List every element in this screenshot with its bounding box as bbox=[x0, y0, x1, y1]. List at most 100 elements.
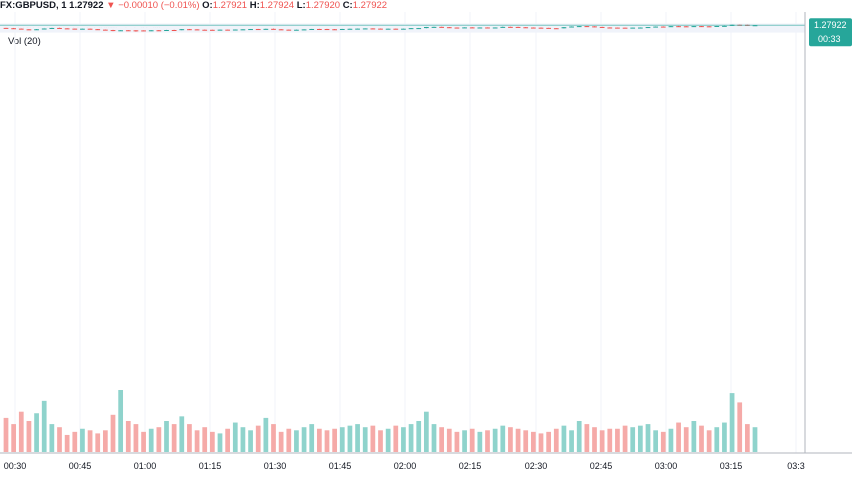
candle-body bbox=[225, 29, 231, 31]
volume-bar bbox=[187, 424, 192, 452]
volume-bar bbox=[607, 428, 613, 452]
candle-body bbox=[255, 29, 261, 31]
close-value: 1.27922 bbox=[352, 0, 388, 11]
volume-bar bbox=[240, 427, 246, 452]
volume-bar bbox=[637, 425, 643, 452]
volume-bar bbox=[102, 430, 108, 452]
candle-body bbox=[553, 28, 559, 30]
volume-bar bbox=[202, 427, 208, 452]
volume-bar bbox=[653, 430, 659, 452]
open-value: 1.27921 bbox=[212, 0, 248, 11]
candle-body bbox=[676, 26, 681, 28]
candle-body bbox=[263, 28, 269, 30]
candle-body bbox=[232, 29, 238, 31]
volume-bar bbox=[530, 431, 536, 452]
candle-body bbox=[26, 29, 32, 31]
volume-bar bbox=[95, 433, 101, 452]
candle-body bbox=[599, 26, 605, 28]
grid-lines bbox=[0, 12, 805, 453]
volume-bar bbox=[691, 421, 697, 452]
volume-bar bbox=[393, 425, 399, 452]
volume-bar bbox=[599, 430, 605, 452]
volume-bar bbox=[676, 422, 681, 452]
candle-body bbox=[11, 28, 17, 30]
volume-bar bbox=[515, 428, 521, 452]
high-label: H: bbox=[249, 0, 260, 11]
candle-body bbox=[278, 29, 284, 31]
volume-bar bbox=[49, 424, 55, 452]
candle-body bbox=[645, 27, 651, 29]
candle-body bbox=[508, 26, 513, 28]
volume-bar bbox=[362, 427, 368, 452]
candle-body bbox=[64, 28, 70, 30]
candle-body bbox=[485, 27, 490, 29]
volume-bar bbox=[225, 428, 231, 452]
symbol-header: FX:GBPUSD, 1 1.27922 ▼ −0.00010 (−0.01%)… bbox=[0, 0, 852, 12]
candle-body bbox=[324, 29, 330, 31]
volume-indicator-label[interactable]: Vol (20) bbox=[8, 36, 41, 47]
volume-bar bbox=[500, 425, 506, 452]
volume-bar bbox=[492, 428, 498, 452]
low-label: L: bbox=[296, 0, 306, 11]
candle-body bbox=[332, 29, 338, 31]
candle-body bbox=[469, 27, 475, 29]
candle-body bbox=[102, 29, 108, 31]
volume-bar bbox=[110, 414, 116, 452]
volume-bar bbox=[462, 430, 467, 452]
candle-body bbox=[446, 27, 452, 29]
candle-body bbox=[561, 27, 567, 29]
volume-bar bbox=[3, 417, 9, 452]
candle-body bbox=[248, 29, 253, 31]
candle-body bbox=[41, 28, 47, 30]
volume-bar bbox=[57, 427, 62, 452]
volume-bars bbox=[3, 390, 758, 452]
candle-body bbox=[370, 28, 376, 30]
candle-body bbox=[271, 28, 276, 30]
candle-body bbox=[87, 28, 93, 30]
candle-body bbox=[18, 28, 24, 30]
candle-body bbox=[500, 26, 506, 28]
time-tick-label: 02:00 bbox=[394, 461, 417, 471]
volume-bar bbox=[446, 428, 452, 452]
volume-bar bbox=[11, 424, 17, 452]
volume-bar bbox=[477, 431, 483, 452]
price-tag-box bbox=[809, 18, 852, 47]
time-tick-label: 01:30 bbox=[264, 461, 287, 471]
volume-bar bbox=[699, 425, 704, 452]
candle-body bbox=[286, 29, 292, 31]
volume-bar bbox=[141, 431, 146, 452]
volume-bar bbox=[72, 431, 78, 452]
high-value: 1.27924 bbox=[259, 0, 295, 11]
candle-body bbox=[156, 30, 162, 32]
candle-body bbox=[401, 28, 406, 30]
volume-bar bbox=[133, 424, 139, 452]
volume-bar bbox=[423, 411, 429, 452]
volume-bar bbox=[592, 427, 597, 452]
volume-bar bbox=[645, 424, 651, 452]
volume-bar bbox=[722, 422, 727, 452]
close-label: C: bbox=[342, 0, 353, 11]
candle-body bbox=[393, 28, 399, 30]
volume-bar bbox=[615, 428, 620, 452]
volume-bar bbox=[255, 425, 261, 452]
candle-body bbox=[148, 30, 154, 32]
price-tag-value: 1.27922 bbox=[814, 20, 847, 30]
candle-body bbox=[294, 29, 299, 31]
time-axis: 00:30 00:45 01:00 01:15 01:30 01:45 02:00 02:15… bbox=[4, 461, 805, 471]
volume-bar bbox=[553, 428, 559, 452]
volume-bar bbox=[408, 424, 414, 452]
price-tag: 1.27922 00:33 bbox=[809, 18, 852, 47]
candles bbox=[3, 24, 758, 32]
volume-bar bbox=[301, 427, 307, 452]
candle-body bbox=[309, 28, 315, 30]
symbol-label[interactable]: FX:GBPUSD, 1 bbox=[0, 0, 67, 11]
candle-body bbox=[439, 26, 445, 28]
volume-bar bbox=[316, 428, 322, 452]
volume-bar bbox=[148, 428, 154, 452]
candle-body bbox=[637, 27, 643, 29]
time-tick-label: 01:15 bbox=[199, 461, 222, 471]
candle-body bbox=[691, 26, 697, 28]
candle-body bbox=[187, 29, 192, 31]
candle-body bbox=[515, 26, 521, 28]
